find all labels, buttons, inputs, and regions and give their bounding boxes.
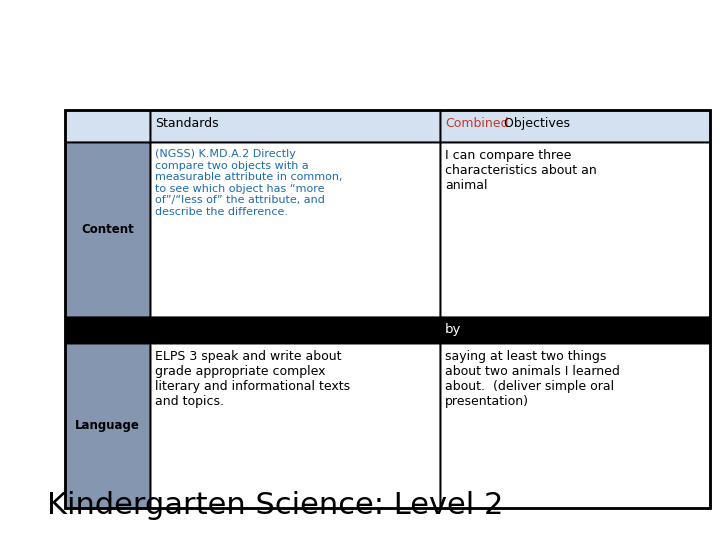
Bar <box>150 343 440 508</box>
Bar <box>65 343 150 508</box>
Text: (NGSS) K.MD.A.2 Directly
compare two objects with a
measurable attribute in comm: (NGSS) K.MD.A.2 Directly compare two obj… <box>155 149 343 217</box>
Bar <box>150 142 440 317</box>
Bar <box>440 110 710 142</box>
Bar <box>150 110 440 142</box>
Text: ELPS 3 speak and write about
grade appropriate complex
literary and informationa: ELPS 3 speak and write about grade appro… <box>155 350 350 408</box>
Text: Combined: Combined <box>445 117 508 130</box>
Bar <box>150 142 440 317</box>
Text: saying at least two things
about two animals I learned
about.  (deliver simple o: saying at least two things about two ani… <box>445 350 620 408</box>
Bar <box>65 110 150 142</box>
Bar <box>440 142 710 317</box>
Bar <box>440 343 710 508</box>
Bar <box>440 343 710 508</box>
Text: Kindergarten Science: Level 2: Kindergarten Science: Level 2 <box>47 491 503 521</box>
Text: Standards: Standards <box>155 117 219 130</box>
Bar <box>440 110 710 142</box>
Bar <box>440 142 710 317</box>
Bar <box>65 343 150 508</box>
Bar <box>65 110 150 142</box>
Bar <box>65 110 710 508</box>
Text: I can compare three
characteristics about an
animal: I can compare three characteristics abou… <box>445 149 597 192</box>
Text: by: by <box>445 323 462 336</box>
Bar <box>65 142 150 317</box>
Bar <box>65 317 710 343</box>
Bar <box>65 142 150 317</box>
Text: Language: Language <box>75 419 140 432</box>
Text: Content: Content <box>81 223 134 236</box>
Bar <box>65 317 710 343</box>
Bar <box>150 343 440 508</box>
Bar <box>150 110 440 142</box>
Text: Objectives: Objectives <box>500 117 570 130</box>
